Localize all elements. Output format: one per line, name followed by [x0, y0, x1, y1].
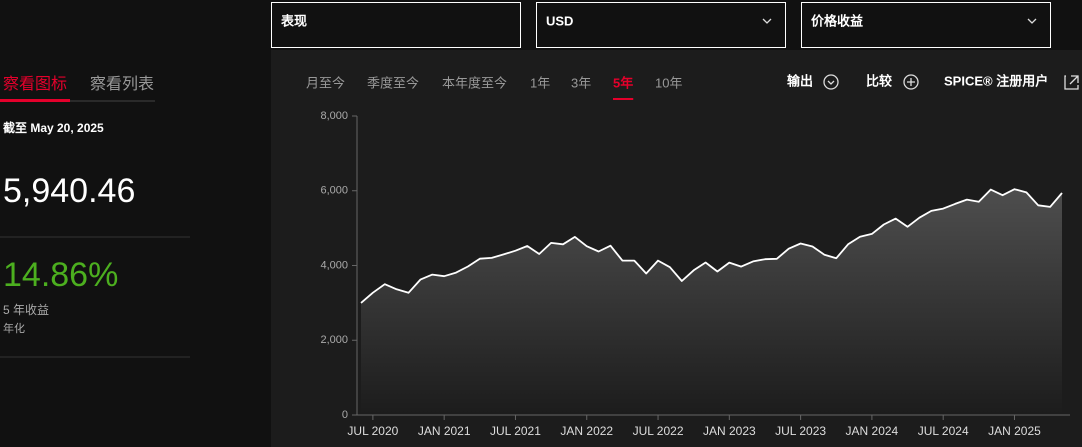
- area-fill: [361, 189, 1062, 415]
- dropdown[interactable]: [801, 2, 1051, 48]
- compare-icon[interactable]: [903, 74, 919, 90]
- return: 14.86%: [3, 256, 118, 294]
- x-tick-label: JUL 2020: [347, 424, 398, 438]
- range-button[interactable]: 月至今: [306, 75, 345, 90]
- range-button[interactable]: 1年: [530, 75, 550, 90]
- x-tick-label: JUL 2022: [633, 424, 684, 438]
- external-link-icon[interactable]: [1064, 75, 1079, 90]
- compare-icon-plus: [907, 78, 915, 86]
- dropdown-chevron: [762, 18, 772, 24]
- dropdown-chevron: [1027, 18, 1037, 24]
- view-tab[interactable]: 察看图标: [3, 75, 67, 93]
- x-tick-label: JUL 2023: [775, 424, 826, 438]
- dropdown[interactable]: [271, 2, 521, 48]
- price-line: [360, 188, 1063, 304]
- action-button[interactable]: 输出: [787, 73, 813, 88]
- dropdown-label: USD: [546, 13, 573, 28]
- range-button[interactable]: 5年: [613, 75, 633, 90]
- x-tick-label: JAN 2024: [846, 424, 899, 438]
- range-button[interactable]: 3年: [571, 75, 591, 90]
- dropdown-label: 价格收益: [811, 13, 863, 28]
- x-tick-label: JUL 2021: [490, 424, 541, 438]
- return-label: 5 年收益: [3, 303, 49, 317]
- export-icon[interactable]: [823, 74, 839, 90]
- y-tick-label: 8,000: [320, 110, 348, 122]
- y-tick-label: 4,000: [320, 259, 348, 271]
- y-tick-label: 6,000: [320, 185, 348, 197]
- action-button[interactable]: 比较: [866, 73, 892, 88]
- return-note: 年化: [3, 321, 25, 335]
- export-icon-chevron: [827, 80, 835, 85]
- action-button[interactable]: SPICE® 注册用户: [944, 73, 1048, 88]
- price: 5,940.46: [3, 172, 135, 210]
- x-tick-label: JAN 2021: [418, 424, 471, 438]
- active-tab-underline: [0, 99, 70, 102]
- y-tick-label: 2,000: [320, 334, 348, 346]
- dropdown[interactable]: [536, 2, 786, 48]
- range-button[interactable]: 本年度至今: [442, 75, 507, 90]
- dropdown-label: 表现: [280, 13, 307, 28]
- active-range-underline: [613, 98, 634, 100]
- x-tick-label: JUL 2024: [918, 424, 969, 438]
- range-button[interactable]: 季度至今: [367, 75, 419, 90]
- range-button[interactable]: 10年: [655, 75, 682, 90]
- x-tick-label: JAN 2022: [560, 424, 613, 438]
- y-tick-label: 0: [342, 409, 348, 421]
- as-of-date: 截至 May 20, 2025: [3, 120, 104, 135]
- view-tab[interactable]: 察看列表: [90, 75, 154, 93]
- x-tick-label: JAN 2023: [703, 424, 756, 438]
- x-tick-label: JAN 2025: [988, 424, 1041, 438]
